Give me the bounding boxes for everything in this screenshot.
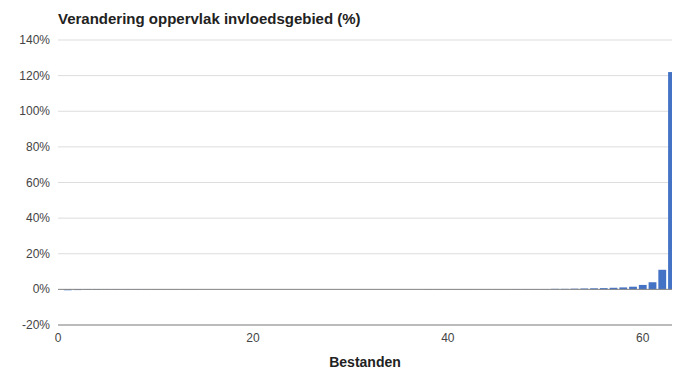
grid-line — [58, 325, 672, 326]
grid-line — [58, 40, 672, 41]
y-tick-label: 140% — [19, 33, 50, 47]
y-tick-label: 20% — [26, 247, 50, 261]
grid-line — [58, 253, 672, 254]
grid-line — [58, 218, 672, 219]
y-tick-label: 120% — [19, 69, 50, 83]
y-tick-label: 40% — [26, 211, 50, 225]
grid-line — [58, 182, 672, 183]
bar — [649, 282, 657, 289]
grid-line — [58, 75, 672, 76]
x-axis-line — [58, 325, 672, 326]
bar — [639, 285, 647, 289]
bar — [658, 270, 666, 290]
title: Verandering oppervlak invloedsgebied (%) — [58, 10, 361, 27]
grid-line — [58, 146, 672, 147]
x-axis-label: Bestanden — [329, 354, 401, 370]
x-tick-label: 40 — [441, 331, 455, 345]
y-tick-label: 60% — [26, 176, 50, 190]
x-tick-label: 60 — [636, 331, 650, 345]
zero-line — [58, 289, 672, 290]
grid-line — [58, 289, 672, 290]
x-tick-label: 0 — [55, 331, 62, 345]
chart-container: Verandering oppervlak invloedsgebied (%)… — [0, 0, 686, 377]
y-tick-label: -20% — [22, 318, 50, 332]
bars — [64, 72, 672, 290]
bar — [668, 72, 672, 289]
y-tick-label: 80% — [26, 140, 50, 154]
y-grid — [58, 40, 672, 325]
grid-line — [58, 111, 672, 112]
y-tick-label: 0% — [33, 282, 51, 296]
x-tick-label: 20 — [246, 331, 260, 345]
chart-svg: Verandering oppervlak invloedsgebied (%)… — [0, 0, 686, 377]
y-tick-label: 100% — [19, 104, 50, 118]
